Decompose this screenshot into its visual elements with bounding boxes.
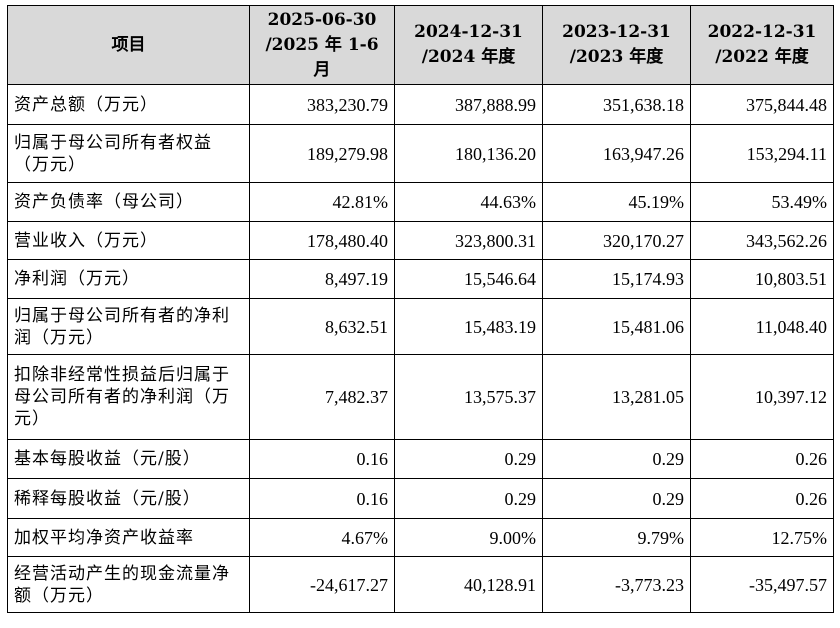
row-label: 资产负债率（母公司） xyxy=(7,182,250,222)
cell-value: 42.81% xyxy=(249,182,395,222)
cell-value: 10,397.12 xyxy=(690,354,834,440)
cell-value: 10,803.51 xyxy=(690,259,834,299)
cell-value: 180,136.20 xyxy=(394,124,543,183)
cell-value: 0.26 xyxy=(690,439,834,479)
row-label: 经营活动产生的现金流量净额（万元） xyxy=(7,556,250,613)
cell-value: 383,230.79 xyxy=(249,84,395,125)
cell-value: 323,800.31 xyxy=(394,221,543,260)
row-label: 营业收入（万元） xyxy=(7,221,250,260)
table-row: 基本每股收益（元/股） 0.16 0.29 0.29 0.26 xyxy=(7,439,834,479)
cell-value: 0.29 xyxy=(394,478,543,519)
cell-value: 8,497.19 xyxy=(249,259,395,299)
table-row: 加权平均净资产收益率 4.67% 9.00% 9.79% 12.75% xyxy=(7,518,834,557)
cell-value: -24,617.27 xyxy=(249,556,395,613)
table-row: 营业收入（万元） 178,480.40 323,800.31 320,170.2… xyxy=(7,221,834,260)
cell-value: 9.79% xyxy=(542,518,691,557)
header-period: 2023-12-31 /2023 年度 xyxy=(542,5,691,85)
cell-value: 9.00% xyxy=(394,518,543,557)
table-row: 资产负债率（母公司） 42.81% 44.63% 45.19% 53.49% xyxy=(7,182,834,222)
row-label: 稀释每股收益（元/股） xyxy=(7,478,250,519)
cell-value: 15,546.64 xyxy=(394,259,543,299)
cell-value: 13,575.37 xyxy=(394,354,543,440)
cell-value: 8,632.51 xyxy=(249,298,395,355)
cell-value: 45.19% xyxy=(542,182,691,222)
row-label: 归属于母公司所有者的净利润（万元） xyxy=(7,298,250,355)
cell-value: 375,844.48 xyxy=(690,84,834,125)
table-row: 扣除非经常性损益后归属于母公司所有者的净利润（万元） 7,482.37 13,5… xyxy=(7,354,834,440)
cell-value: 15,483.19 xyxy=(394,298,543,355)
cell-value: 53.49% xyxy=(690,182,834,222)
cell-value: 40,128.91 xyxy=(394,556,543,613)
table-row: 资产总额（万元） 383,230.79 387,888.99 351,638.1… xyxy=(7,84,834,125)
cell-value: 12.75% xyxy=(690,518,834,557)
cell-value: 387,888.99 xyxy=(394,84,543,125)
cell-value: 0.29 xyxy=(394,439,543,479)
table-header-row: 项目 2025-06-30 /2025 年 1-6 月 2024-12-31 /… xyxy=(7,5,834,85)
cell-value: 178,480.40 xyxy=(249,221,395,260)
cell-value: 7,482.37 xyxy=(249,354,395,440)
cell-value: 44.63% xyxy=(394,182,543,222)
header-item: 项目 xyxy=(7,5,250,85)
cell-value: -35,497.57 xyxy=(690,556,834,613)
header-period: 2024-12-31 /2024 年度 xyxy=(394,5,543,85)
cell-value: 189,279.98 xyxy=(249,124,395,183)
table-row: 经营活动产生的现金流量净额（万元） -24,617.27 40,128.91 -… xyxy=(7,556,834,613)
row-label: 扣除非经常性损益后归属于母公司所有者的净利润（万元） xyxy=(7,354,250,440)
table-row: 稀释每股收益（元/股） 0.16 0.29 0.29 0.26 xyxy=(7,478,834,519)
cell-value: -3,773.23 xyxy=(542,556,691,613)
cell-value: 4.67% xyxy=(249,518,395,557)
cell-value: 153,294.11 xyxy=(690,124,834,183)
row-label: 净利润（万元） xyxy=(7,259,250,299)
cell-value: 0.29 xyxy=(542,478,691,519)
row-label: 基本每股收益（元/股） xyxy=(7,439,250,479)
financial-summary-table: 项目 2025-06-30 /2025 年 1-6 月 2024-12-31 /… xyxy=(7,5,834,613)
cell-value: 11,048.40 xyxy=(690,298,834,355)
header-period: 2022-12-31 /2022 年度 xyxy=(690,5,834,85)
header-period: 2025-06-30 /2025 年 1-6 月 xyxy=(249,5,395,85)
cell-value: 163,947.26 xyxy=(542,124,691,183)
cell-value: 0.26 xyxy=(690,478,834,519)
cell-value: 0.29 xyxy=(542,439,691,479)
row-label: 归属于母公司所有者权益（万元） xyxy=(7,124,250,183)
cell-value: 0.16 xyxy=(249,478,395,519)
cell-value: 13,281.05 xyxy=(542,354,691,440)
cell-value: 0.16 xyxy=(249,439,395,479)
cell-value: 15,481.06 xyxy=(542,298,691,355)
cell-value: 351,638.18 xyxy=(542,84,691,125)
table-row: 归属于母公司所有者权益（万元） 189,279.98 180,136.20 16… xyxy=(7,124,834,183)
row-label: 资产总额（万元） xyxy=(7,84,250,125)
cell-value: 320,170.27 xyxy=(542,221,691,260)
table-row: 净利润（万元） 8,497.19 15,546.64 15,174.93 10,… xyxy=(7,259,834,299)
cell-value: 343,562.26 xyxy=(690,221,834,260)
row-label: 加权平均净资产收益率 xyxy=(7,518,250,557)
table-row: 归属于母公司所有者的净利润（万元） 8,632.51 15,483.19 15,… xyxy=(7,298,834,355)
cell-value: 15,174.93 xyxy=(542,259,691,299)
